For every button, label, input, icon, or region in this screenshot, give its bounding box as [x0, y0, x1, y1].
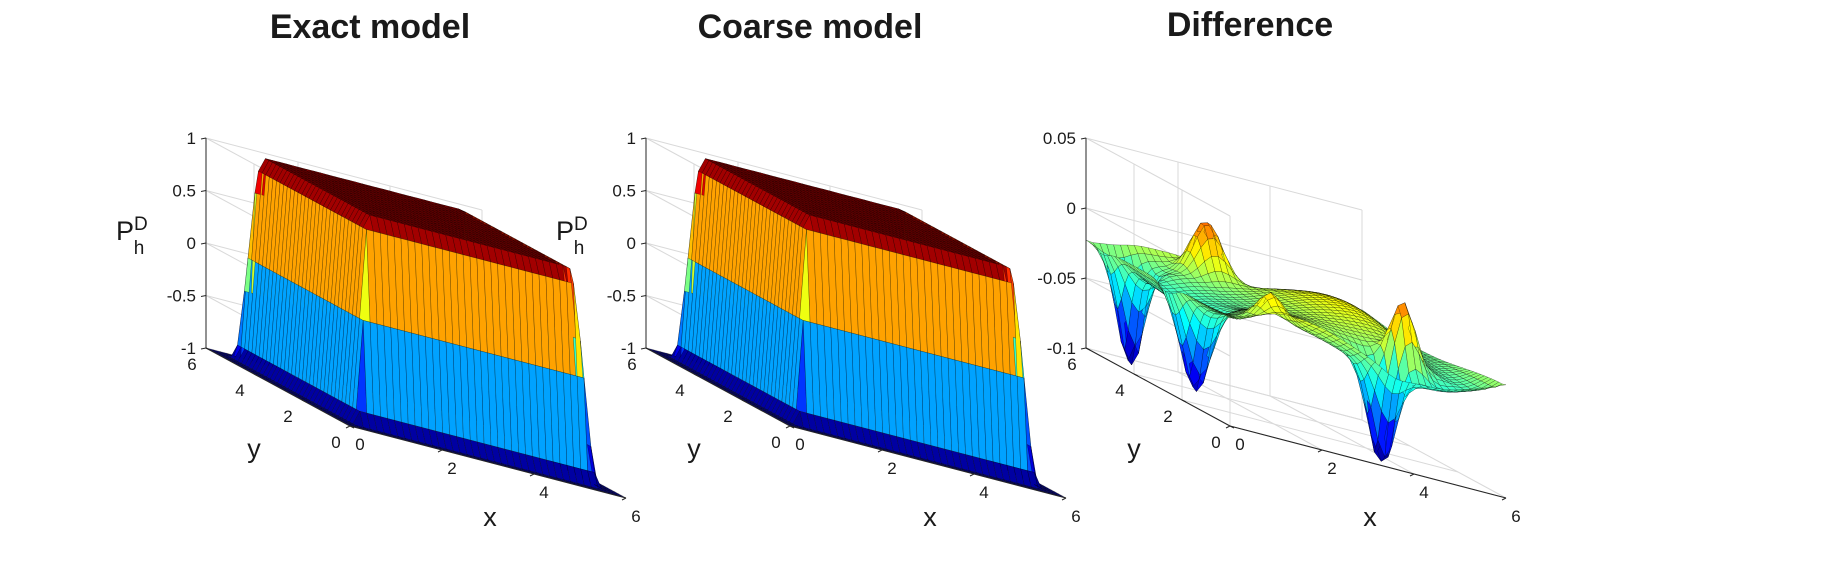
surface [1085, 222, 1507, 462]
x-tick-label: 6 [631, 507, 640, 526]
z-tick-label: 0.5 [612, 182, 636, 201]
z-axis-label: PD h [556, 214, 588, 259]
z-tick-label: 0.5 [172, 182, 196, 201]
z-tick-mark [200, 347, 207, 350]
x-tick-label: 4 [1419, 483, 1428, 502]
x-axis-label: x [923, 502, 937, 532]
x-axis-line [1229, 425, 1507, 499]
x-tick-mark [529, 473, 535, 477]
y-tick-mark [349, 425, 355, 429]
x-tick-label: 4 [979, 483, 988, 502]
y-tick-label: 6 [187, 355, 196, 374]
z-tick-mark [640, 242, 647, 245]
y-tick-mark [301, 399, 307, 403]
z-tick-label: 0 [1067, 199, 1076, 218]
y-tick-label: 4 [675, 381, 684, 400]
x-tick-mark [1409, 473, 1415, 477]
x-tick-mark [437, 449, 443, 453]
x-tick-mark [969, 473, 975, 477]
x-tick-mark [1061, 497, 1067, 501]
x-tick-label: 2 [887, 459, 896, 478]
x-tick-mark [345, 425, 351, 429]
x-tick-label: 4 [539, 483, 548, 502]
y-tick-label: 2 [1163, 407, 1172, 426]
surface [205, 158, 627, 499]
z-tick-label: 0 [627, 234, 636, 253]
y-axis-label: y [1127, 434, 1141, 464]
x-tick-label: 0 [795, 435, 804, 454]
x-axis-label: x [483, 502, 497, 532]
z-tick-mark [640, 190, 647, 192]
subplot-3: 0 2 4 6 0 2 4 6 -0.1 -0.05 0 0.05 x y Difference [1037, 6, 1520, 532]
y-axis-label: y [247, 434, 261, 464]
z-tick-label: 1 [187, 129, 196, 148]
z-tick-label: 0 [187, 234, 196, 253]
z-tick-mark [640, 347, 647, 350]
x-tick-label: 2 [1327, 459, 1336, 478]
z-tick-mark [1080, 277, 1087, 280]
x-tick-mark [1225, 425, 1231, 429]
x-tick-label: 6 [1071, 507, 1080, 526]
x-tick-mark [877, 449, 883, 453]
surface [645, 158, 1067, 499]
z-tick-label: -0.1 [1047, 339, 1076, 358]
z-tick-mark [640, 295, 647, 297]
z-label-sub: h [574, 238, 585, 259]
z-tick-label: -0.05 [1037, 269, 1076, 288]
y-tick-label: 4 [235, 381, 244, 400]
z-label-sup: D [134, 214, 148, 235]
z-tick-label: -1 [181, 339, 196, 358]
x-axis-line [349, 425, 627, 499]
z-label-sub: h [134, 238, 145, 259]
y-axis-line [205, 347, 351, 427]
z-tick-mark [200, 190, 207, 192]
x-tick-label: 6 [1511, 507, 1520, 526]
x-tick-mark [1501, 497, 1507, 501]
z-tick-mark [200, 295, 207, 297]
x-tick-label: 2 [447, 459, 456, 478]
z-tick-label: -0.5 [607, 287, 636, 306]
z-tick-mark [1080, 347, 1087, 350]
y-axis-label: y [687, 434, 701, 464]
z-label-sup: D [574, 214, 588, 235]
x-tick-mark [1317, 449, 1323, 453]
z-tick-mark [1080, 137, 1087, 140]
y-tick-label: 2 [723, 407, 732, 426]
z-tick-mark [200, 137, 207, 140]
z-tick-mark [640, 137, 647, 140]
chart-title: Difference [1167, 6, 1333, 44]
y-tick-label: 0 [1211, 433, 1220, 452]
y-tick-label: 4 [1115, 381, 1124, 400]
y-tick-mark [253, 373, 259, 377]
x-axis-label: x [1363, 502, 1377, 532]
x-tick-mark [621, 497, 627, 501]
x-tick-label: 0 [1235, 435, 1244, 454]
chart-title: Exact model [270, 8, 470, 46]
z-tick-label: -1 [621, 339, 636, 358]
y-tick-label: 2 [283, 407, 292, 426]
z-tick-label: 0.05 [1043, 129, 1076, 148]
z-tick-label: 1 [627, 129, 636, 148]
z-tick-mark [1080, 207, 1087, 210]
z-label-main: P [556, 216, 574, 246]
x-tick-mark [785, 425, 791, 429]
subplot-2: 0 2 4 6 0 2 4 6 -1 -0.5 0 0.5 1 x y PD h Coarse model [556, 8, 1081, 532]
z-tick-label: -0.5 [167, 287, 196, 306]
x-tick-label: 0 [355, 435, 364, 454]
y-tick-label: 0 [331, 433, 340, 452]
z-label-main: P [116, 216, 134, 246]
z-axis-label: PD h [116, 214, 148, 259]
z-tick-mark [200, 242, 207, 245]
y-tick-mark [205, 347, 211, 351]
chart-title: Coarse model [698, 8, 923, 46]
y-tick-label: 0 [771, 433, 780, 452]
